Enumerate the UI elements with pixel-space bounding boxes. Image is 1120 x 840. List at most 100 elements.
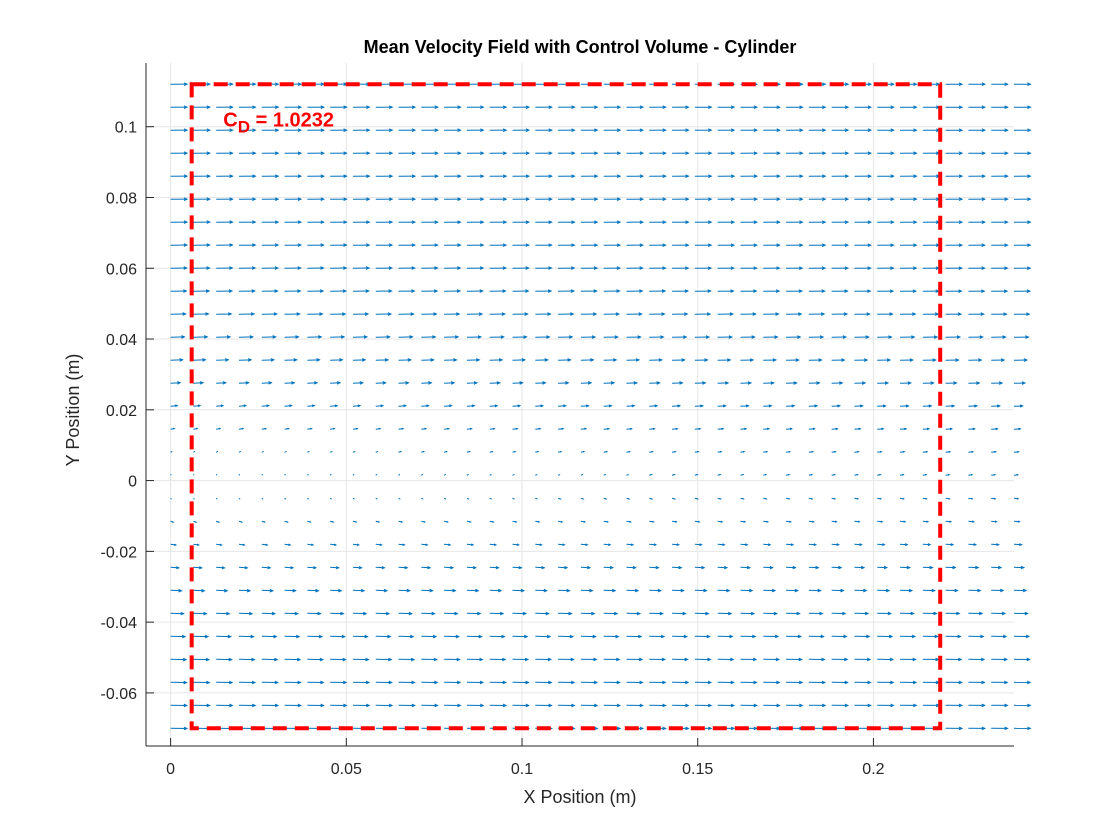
velocity-vector [899, 520, 907, 523]
velocity-vector [421, 427, 428, 430]
vector-head [587, 381, 593, 385]
vector-head [290, 566, 295, 570]
velocity-vector [535, 657, 553, 662]
vector-head [685, 105, 690, 110]
vector-head [366, 105, 371, 109]
vector-head [470, 543, 475, 546]
velocity-vector [261, 543, 269, 546]
vector-head [320, 105, 325, 109]
vector-head [1026, 312, 1031, 316]
velocity-vector [717, 473, 722, 476]
vector-head [971, 520, 975, 523]
vector-head [411, 220, 417, 224]
velocity-vector [580, 128, 599, 132]
y-axis-label: Y Position (m) [63, 354, 83, 467]
velocity-vector [215, 497, 218, 500]
velocity-vector [421, 588, 434, 593]
velocity-vector [535, 266, 553, 270]
velocity-vector [603, 243, 622, 247]
velocity-vector [694, 680, 713, 685]
vector-head [970, 473, 974, 476]
vector-head [656, 381, 661, 385]
vector-head [958, 197, 964, 201]
vector-head [616, 105, 622, 109]
vector-head [500, 335, 505, 339]
velocity-vector [672, 565, 683, 570]
vector-head [931, 588, 936, 593]
vector-head [910, 611, 915, 616]
vector-head [685, 128, 690, 132]
vector-head [411, 703, 417, 708]
vector-head [548, 703, 553, 708]
vector-shaft [170, 450, 173, 453]
vector-head [912, 680, 918, 685]
velocity-vector [786, 128, 804, 133]
vector-head [378, 427, 382, 430]
velocity-vector [216, 128, 234, 132]
vector-head [183, 128, 189, 132]
velocity-vector [170, 427, 176, 430]
vector-head [639, 266, 644, 270]
velocity-vector [512, 427, 519, 430]
vector-head [385, 611, 391, 616]
velocity-vector [580, 381, 593, 385]
velocity-vector [740, 243, 758, 247]
velocity-vector [1013, 634, 1031, 639]
vector-head [890, 105, 895, 110]
velocity-vector [854, 174, 873, 178]
vector-head [568, 611, 573, 616]
vector-head [720, 520, 724, 523]
velocity-vector [238, 473, 241, 476]
velocity-vector [672, 381, 684, 385]
vector-head [401, 427, 405, 430]
vector-head [274, 82, 280, 86]
vector-head [525, 680, 530, 685]
vector-head [542, 381, 547, 385]
velocity-vector [261, 220, 280, 224]
velocity-vector [375, 105, 394, 109]
velocity-vector [1013, 220, 1032, 224]
velocity-vector [398, 520, 404, 523]
velocity-vector [649, 543, 658, 547]
vector-head [540, 404, 545, 408]
velocity-vector [558, 243, 576, 247]
vector-head [525, 220, 531, 224]
velocity-vector [694, 404, 705, 408]
vector-head [446, 520, 449, 523]
velocity-vector [740, 588, 754, 593]
velocity-vector [900, 335, 916, 339]
velocity-vector [238, 680, 257, 685]
vector-head [593, 657, 598, 662]
velocity-vector [786, 312, 803, 316]
vector-head [252, 174, 257, 178]
vector-shaft [535, 497, 538, 500]
velocity-vector [352, 404, 362, 408]
velocity-vector [763, 174, 781, 178]
vector-head [406, 588, 412, 593]
vector-head [993, 473, 997, 476]
vector-head [819, 335, 825, 339]
velocity-vector [330, 312, 347, 316]
vector-head [842, 611, 847, 616]
vector-head [388, 105, 394, 109]
vector-head [976, 381, 981, 385]
velocity-vector [808, 543, 818, 547]
vector-head [457, 243, 462, 247]
velocity-vector [671, 473, 676, 476]
velocity-vector [216, 312, 233, 316]
velocity-vector [558, 703, 576, 708]
velocity-vector [398, 680, 416, 685]
velocity-vector [945, 220, 964, 224]
velocity-vector [284, 680, 302, 685]
velocity-vector [489, 543, 498, 546]
velocity-vector [307, 520, 312, 523]
velocity-vector [170, 335, 186, 339]
velocity-vector [215, 450, 219, 453]
vector-head [229, 266, 234, 270]
velocity-vector [558, 657, 575, 662]
vector-head [245, 381, 250, 385]
velocity-vector [421, 312, 438, 316]
vector-head [707, 680, 713, 685]
vector-head [410, 657, 416, 662]
vector-head [889, 312, 894, 316]
